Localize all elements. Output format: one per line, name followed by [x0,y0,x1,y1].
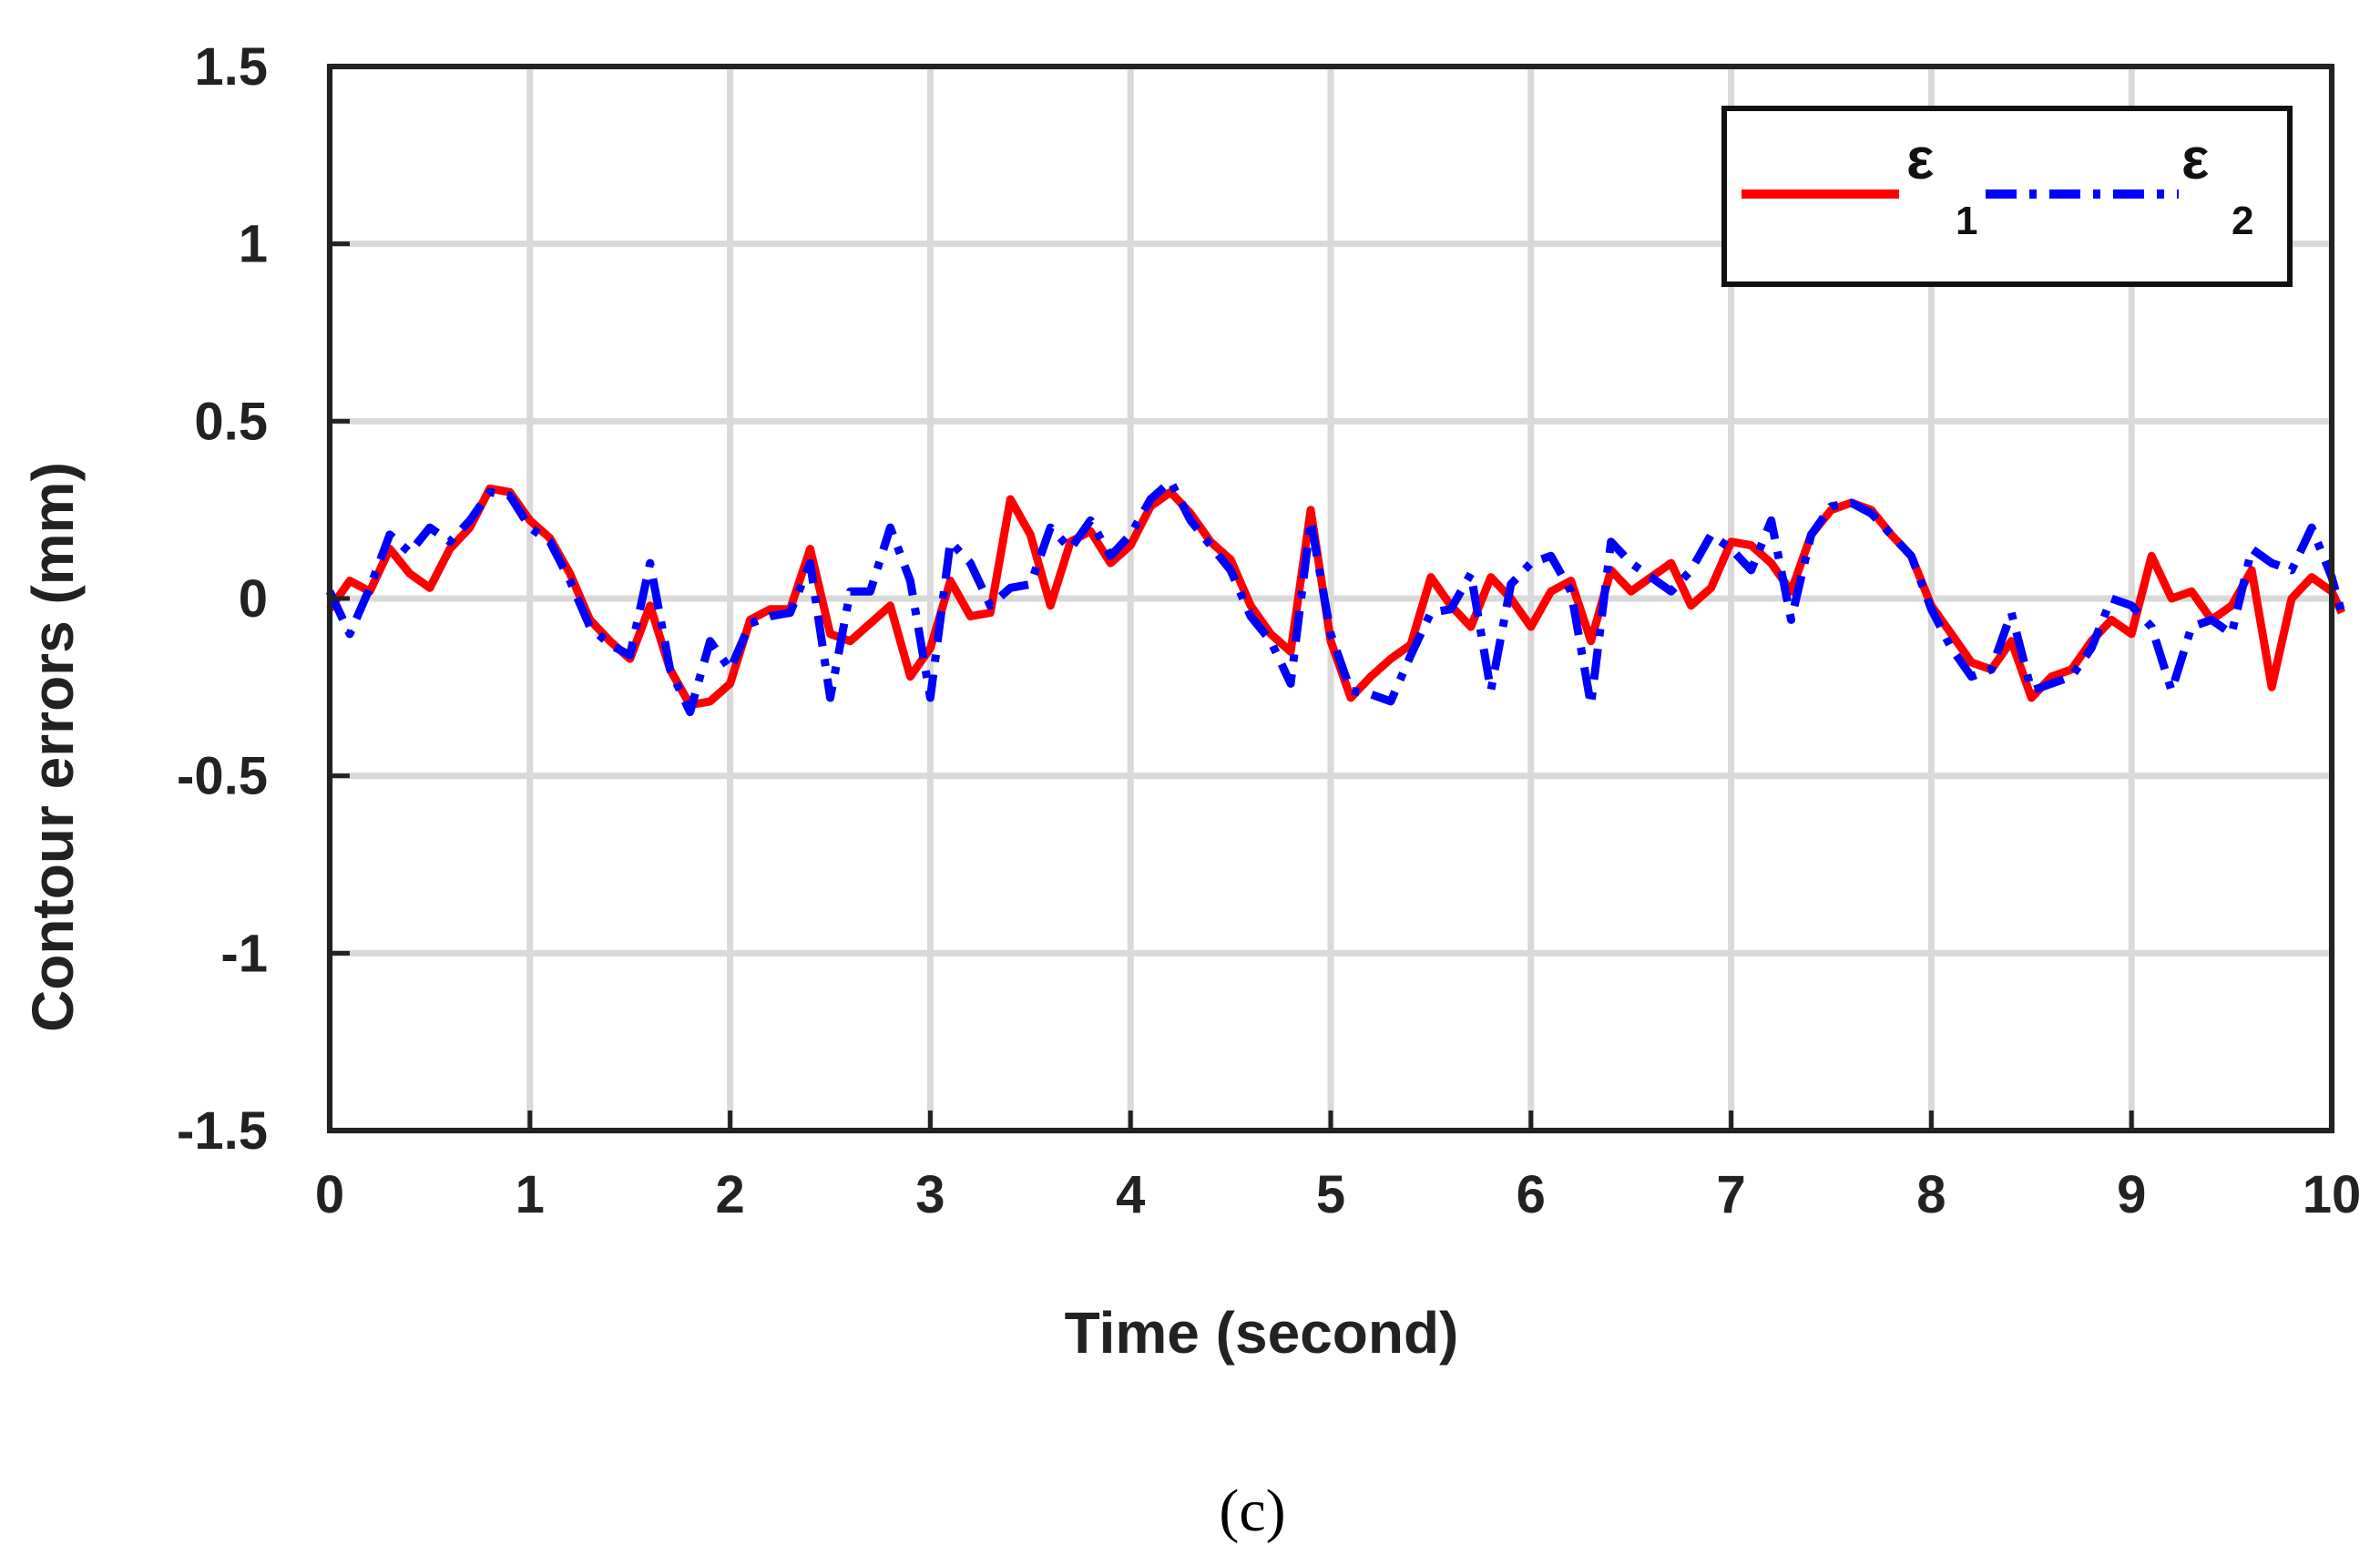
figure-caption: (c) [1219,1478,1285,1544]
x-tick-label: 5 [1316,1165,1345,1224]
y-axis-ticks: 1.5 1 0.5 0 -0.5 -1 -1.5 [177,37,350,1161]
x-tick-label: 9 [2117,1165,2146,1224]
x-tick-label: 10 [2303,1165,2362,1224]
legend-label-2: ε [2181,126,2209,191]
x-tick-label: 6 [1517,1165,1546,1224]
x-tick-label: 0 [315,1165,344,1224]
y-tick-label: 0.5 [194,392,268,451]
y-tick-label: -0.5 [177,747,268,806]
legend-subscript-1: 1 [1956,199,1977,243]
series-line-2 [325,477,2346,717]
plot-series [325,477,2346,717]
y-tick-label: 1 [239,215,268,274]
x-tick-label: 7 [1716,1165,1745,1224]
legend-subscript-2: 2 [2232,199,2253,243]
x-tick-label: 1 [516,1165,545,1224]
y-tick-label: 1.5 [194,37,268,97]
x-tick-label: 4 [1116,1165,1145,1224]
y-axis-label: Contour errors (mm) [20,462,86,1032]
y-tick-label: 0 [239,569,268,629]
x-axis-ticks: 0 1 2 3 4 5 6 7 8 9 10 [315,1111,2361,1224]
y-tick-label: -1.5 [177,1101,268,1161]
legend-label-1: ε [1906,126,1934,191]
x-axis-label: Time (second) [1065,1300,1459,1366]
x-tick-label: 3 [915,1165,945,1224]
x-tick-label: 2 [715,1165,744,1224]
y-tick-label: -1 [220,924,268,983]
x-tick-label: 8 [1916,1165,1946,1224]
